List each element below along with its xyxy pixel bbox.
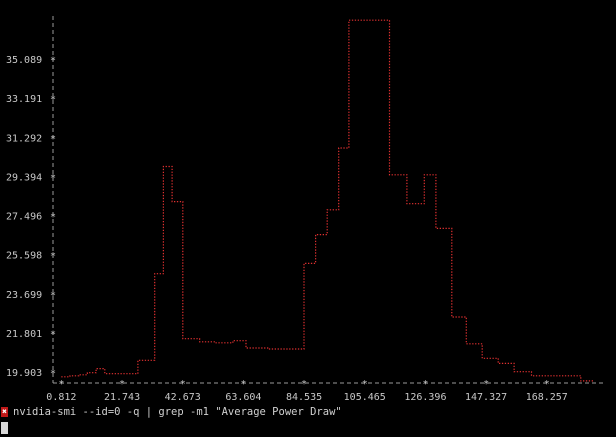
y-tick-marker: * [50,251,56,262]
y-tick-label: 31.292 [6,133,42,144]
y-tick-marker: * [50,56,56,67]
x-tick-marker: * [362,379,368,390]
text-cursor [1,422,8,434]
y-tick-label: 19.903 [6,368,42,379]
x-tick-label: 168.257 [526,392,568,400]
y-tick-marker: * [50,369,56,380]
y-tick-label: 21.801 [6,329,42,340]
y-tick-label: 23.699 [6,290,42,301]
input-line[interactable] [0,421,616,435]
command-text[interactable]: nvidia-smi --id=0 -q | grep -m1 "Average… [13,406,342,418]
x-tick-label: 147.327 [465,392,507,400]
x-tick-label: 84.535 [286,392,322,400]
series-line [61,19,594,382]
y-tick-marker: * [50,95,56,106]
y-tick-label: 25.598 [6,251,42,262]
x-tick-label: 0.812 [46,392,76,400]
x-tick-marker: * [119,379,125,390]
x-tick-label: 126.396 [404,392,446,400]
y-tick-marker: * [50,173,56,184]
x-tick-marker: * [240,379,246,390]
x-tick-marker: * [180,379,186,390]
y-tick-label: 27.496 [6,212,42,223]
y-tick-marker: * [50,290,56,301]
y-tick-marker: * [50,212,56,223]
y-tick-marker: * [50,134,56,145]
x-tick-marker: * [422,379,428,390]
power-draw-histogram: * 19.903 * 21.801 * 23.699 * 25.598 * 27.496 * 29.3… [6,16,604,400]
x-tick-label: 42.673 [165,392,201,400]
x-tick-marker: * [58,379,64,390]
x-tick-marker: * [544,379,550,390]
command-line[interactable]: ✖ nvidia-smi --id=0 -q | grep -m1 "Avera… [0,405,616,419]
x-tick-label: 63.604 [225,392,261,400]
x-tick-marker: * [301,379,307,390]
y-tick-marker: * [50,330,56,341]
y-tick-label: 33.191 [6,94,42,105]
x-tick-label: 21.743 [104,392,140,400]
y-tick-label: 29.394 [6,172,42,183]
x-tick-marker: * [483,379,489,390]
y-tick-label: 35.089 [6,55,42,66]
x-tick-label: 105.465 [344,392,386,400]
error-status-icon: ✖ [1,407,8,417]
